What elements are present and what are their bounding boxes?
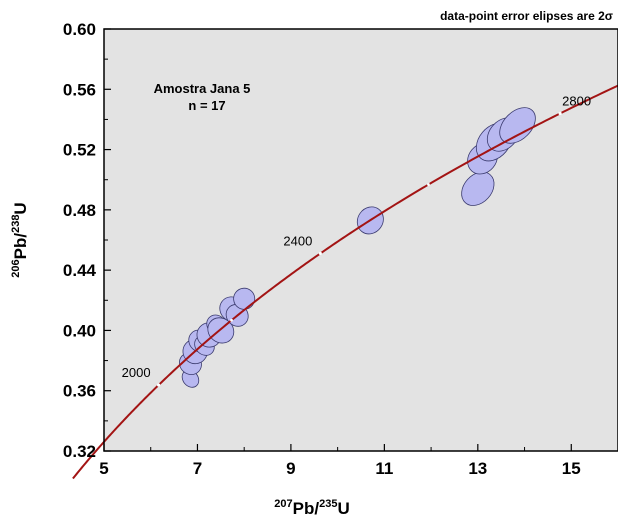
x-axis-title-iso2: 235: [319, 498, 337, 510]
age-label-2800: 2800: [562, 93, 591, 108]
x-axis-title: 207Pb/235U: [274, 498, 349, 517]
x-axis-title-pb: Pb/: [293, 499, 320, 517]
y-axis-title-pb: Pb/: [11, 233, 30, 260]
y-tick-label: 0.48: [63, 201, 96, 220]
sample-label: Amostra Jana 5: [154, 81, 251, 96]
y-tick-label: 0.36: [63, 382, 96, 401]
y-axis-title-iso2: 238: [10, 215, 22, 233]
age-marker-minor: [427, 183, 430, 186]
age-marker-2000: [157, 383, 161, 387]
x-tick-label: 13: [468, 459, 487, 478]
age-markers: 2000 2400 2800: [122, 93, 591, 387]
x-tick-label: 15: [562, 459, 581, 478]
x-tick-label: 9: [286, 459, 295, 478]
x-axis-title-iso: 207: [274, 498, 292, 510]
age-marker-minor: [230, 318, 233, 322]
x-tick-label: 11: [375, 459, 393, 478]
y-tick-label: 0.32: [63, 442, 96, 461]
error-ellipse: [499, 107, 536, 144]
x-tick-label: 7: [193, 459, 202, 478]
y-axis-title-u: U: [11, 202, 30, 214]
y-tick-label: 0.56: [63, 80, 96, 99]
axis-ticks: 5 7 9 11 13 15 0.32 0.36 0.40 0.44 0.48 0.52 0.56 0.6…: [63, 20, 618, 478]
x-tick-label: 5: [99, 459, 108, 478]
age-label-2000: 2000: [122, 365, 151, 380]
y-tick-label: 0.60: [63, 20, 96, 39]
error-ellipse-note: data-point error elipses are 2σ: [440, 9, 613, 23]
x-axis-title-u: U: [337, 499, 349, 517]
age-marker-2800: [558, 111, 562, 116]
y-tick-label: 0.44: [63, 261, 97, 280]
y-axis-title-iso: 206: [10, 259, 22, 277]
sample-count: n = 17: [188, 98, 225, 113]
error-ellipse: [233, 287, 256, 310]
age-label-2400: 2400: [283, 233, 312, 248]
y-tick-label: 0.40: [63, 321, 96, 340]
y-tick-label: 0.52: [63, 141, 96, 160]
error-ellipse: [461, 171, 495, 206]
y-axis-title: 206Pb/238U: [10, 202, 30, 277]
age-marker-2400: [318, 251, 322, 256]
